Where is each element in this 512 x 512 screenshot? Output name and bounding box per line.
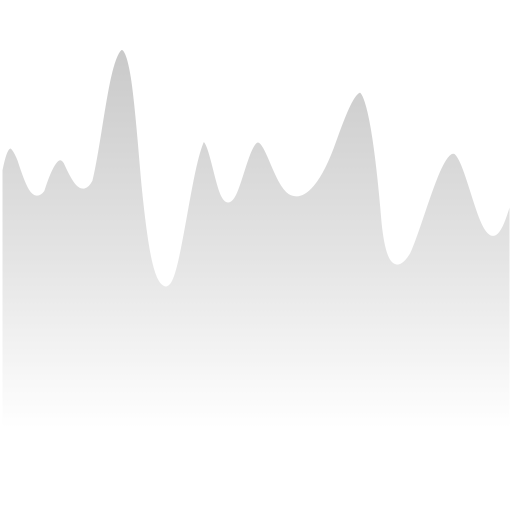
wave-fill — [0, 45, 512, 512]
